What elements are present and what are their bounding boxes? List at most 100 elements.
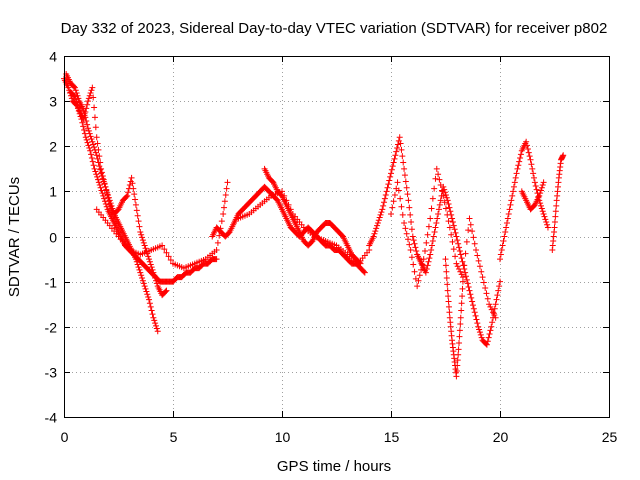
data-point bbox=[95, 176, 102, 183]
data-point bbox=[455, 351, 462, 358]
data-point bbox=[381, 195, 388, 202]
data-point bbox=[455, 346, 462, 353]
data-point bbox=[73, 90, 80, 97]
data-point bbox=[80, 116, 87, 123]
data-point bbox=[458, 300, 465, 307]
y-tick-label: -1 bbox=[45, 275, 58, 291]
data-point bbox=[150, 269, 157, 276]
data-point bbox=[162, 288, 169, 295]
data-point bbox=[442, 189, 449, 196]
data-point bbox=[486, 301, 493, 308]
data-point bbox=[475, 257, 482, 264]
data-point bbox=[516, 158, 523, 165]
data-point bbox=[80, 123, 87, 130]
data-point bbox=[493, 296, 500, 303]
data-point bbox=[446, 309, 453, 316]
y-tick-label: -4 bbox=[45, 410, 58, 426]
data-point bbox=[388, 170, 394, 177]
data-point bbox=[524, 142, 531, 149]
data-point bbox=[102, 201, 109, 208]
data-point bbox=[472, 312, 479, 319]
data-point bbox=[389, 163, 396, 170]
data-point bbox=[137, 269, 144, 276]
data-point bbox=[442, 205, 449, 212]
data-point bbox=[370, 233, 377, 240]
data-point bbox=[161, 246, 168, 253]
data-point bbox=[456, 247, 463, 254]
data-point bbox=[88, 154, 95, 161]
data-point bbox=[536, 192, 543, 199]
data-point bbox=[439, 187, 446, 194]
data-point bbox=[431, 228, 438, 235]
data-point bbox=[376, 214, 383, 221]
data-point bbox=[490, 309, 497, 316]
data-point bbox=[98, 165, 105, 172]
data-point bbox=[387, 173, 394, 180]
data-point bbox=[544, 224, 551, 231]
data-point bbox=[432, 224, 439, 231]
data-point bbox=[392, 152, 399, 159]
data-point bbox=[94, 173, 101, 180]
data-point bbox=[404, 191, 411, 198]
data-point bbox=[89, 158, 96, 165]
data-point bbox=[449, 215, 456, 222]
data-point bbox=[403, 184, 410, 191]
data-point bbox=[419, 261, 426, 268]
data-point bbox=[416, 272, 423, 279]
data-point bbox=[388, 210, 394, 217]
data-point bbox=[552, 213, 559, 220]
data-point bbox=[467, 221, 474, 228]
data-point bbox=[124, 192, 131, 199]
data-point bbox=[461, 262, 468, 269]
data-point bbox=[540, 179, 547, 186]
data-point bbox=[405, 236, 412, 243]
data-point bbox=[473, 247, 480, 254]
data-point bbox=[506, 206, 513, 213]
data-point bbox=[142, 285, 149, 292]
data-point bbox=[480, 279, 487, 286]
data-point bbox=[553, 202, 560, 209]
data-point bbox=[146, 258, 153, 265]
data-point bbox=[163, 249, 170, 256]
data-point bbox=[445, 298, 452, 305]
data-point bbox=[394, 141, 401, 148]
data-point bbox=[430, 233, 437, 240]
data-point bbox=[443, 194, 450, 201]
data-point bbox=[400, 159, 407, 166]
data-point bbox=[410, 237, 417, 244]
data-point bbox=[471, 240, 478, 247]
data-point bbox=[146, 300, 153, 307]
y-tick-label: 0 bbox=[49, 230, 57, 246]
data-point bbox=[75, 95, 82, 102]
data-point bbox=[153, 325, 160, 332]
data-point bbox=[146, 256, 153, 263]
data-point bbox=[133, 207, 140, 214]
data-point bbox=[159, 242, 166, 249]
data-point bbox=[105, 194, 112, 201]
data-point bbox=[445, 293, 452, 300]
data-point bbox=[492, 314, 499, 321]
data-point bbox=[445, 201, 452, 208]
data-point bbox=[456, 265, 463, 272]
data-point bbox=[144, 291, 151, 298]
data-point bbox=[220, 210, 227, 217]
data-point bbox=[391, 191, 398, 198]
data-point bbox=[420, 256, 427, 263]
data-point bbox=[452, 229, 459, 236]
data-point bbox=[444, 281, 451, 288]
data-point bbox=[131, 191, 138, 198]
data-point bbox=[422, 269, 429, 276]
data-point bbox=[90, 162, 97, 169]
data-point bbox=[72, 96, 79, 103]
data-point bbox=[86, 130, 93, 137]
data-point bbox=[397, 140, 404, 147]
data-point bbox=[411, 240, 418, 247]
y-tick-label: -2 bbox=[45, 320, 58, 336]
data-point bbox=[145, 253, 152, 260]
data-point bbox=[469, 298, 476, 305]
y-tick-label: 2 bbox=[49, 139, 57, 155]
data-point bbox=[537, 202, 544, 209]
data-point bbox=[222, 191, 229, 198]
data-point bbox=[90, 94, 97, 101]
